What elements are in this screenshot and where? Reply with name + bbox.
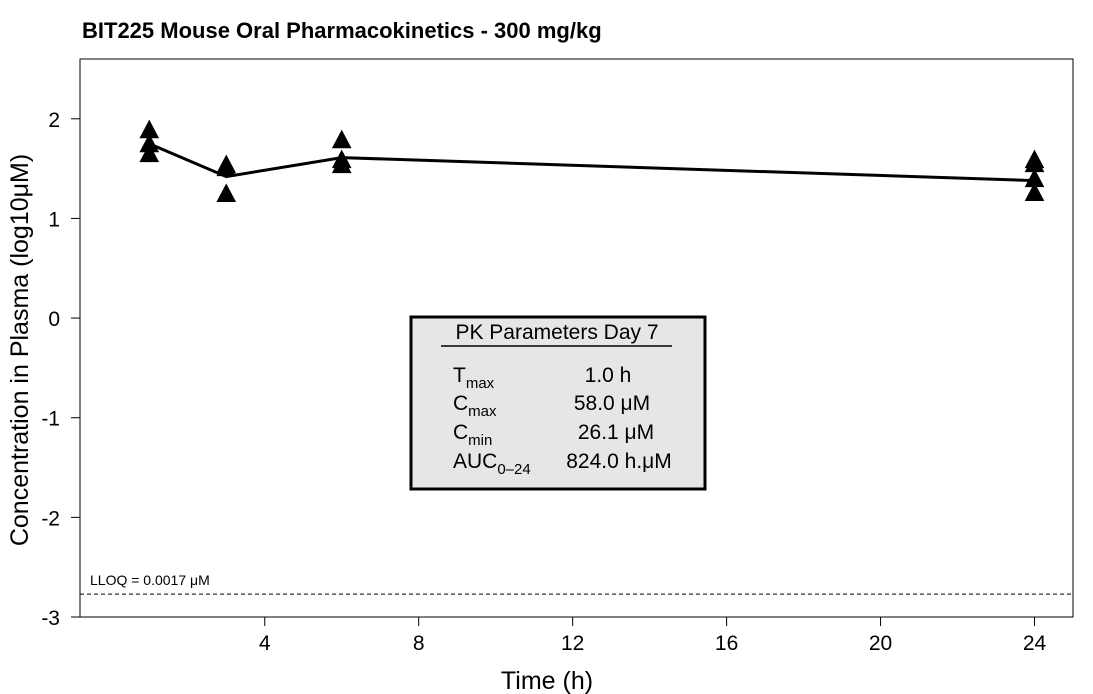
series-layer [139, 119, 1045, 203]
x-tick-label: 12 [561, 632, 584, 655]
x-tick-label: 4 [259, 632, 271, 655]
plot-frame [79, 58, 1074, 618]
pk-param-auc-value: 824.0 h.μM [566, 450, 672, 473]
pk-box-header: PK Parameters Day 7 [455, 321, 658, 344]
y-axis-title: Concentration in Plasma (log10μM) [6, 154, 34, 546]
x-tick-label: 24 [1023, 632, 1047, 655]
observation-triangle [139, 143, 160, 163]
x-tick-label: 16 [715, 632, 738, 655]
pk-param-tmax-value: 1.0 h [585, 364, 632, 387]
y-tick-label: -3 [41, 607, 60, 630]
pk-param-tmax-name: Tmax [453, 364, 495, 392]
lloq-layer: LLOQ = 0.0017 μM [80, 572, 1073, 595]
observation-triangle [331, 129, 352, 149]
chart-title: BIT225 Mouse Oral Pharmacokinetics - 300… [82, 18, 602, 43]
observation-triangle [331, 154, 352, 174]
pk-parameters-box: PK Parameters Day 7 Tmax 1.0 h Cmax 58.0… [409, 315, 707, 491]
y-tick-label: 0 [48, 308, 60, 331]
observation-triangle [1024, 182, 1045, 202]
pk-param-cmax-name: Cmax [453, 392, 497, 420]
pk-param-auc-name: AUC0–24 [453, 450, 531, 478]
x-tick-label: 20 [869, 632, 892, 655]
x-axis-title: Time (h) [501, 667, 593, 694]
pk-param-cmin-value: 26.1 μM [578, 421, 654, 444]
mean-line [148, 142, 1035, 183]
x-tick-label: 8 [413, 632, 425, 655]
observation-triangle [216, 157, 237, 177]
observation-triangle [216, 183, 237, 203]
y-tick-label: 2 [48, 109, 60, 132]
pk-param-cmax-value: 58.0 μM [574, 392, 650, 415]
pk-param-cmin-name: Cmin [453, 421, 492, 449]
y-tick-label: 1 [48, 208, 60, 231]
lloq-label: LLOQ = 0.0017 μM [90, 572, 210, 588]
y-tick-label: -2 [41, 507, 60, 530]
y-tick-label: -1 [41, 408, 60, 431]
